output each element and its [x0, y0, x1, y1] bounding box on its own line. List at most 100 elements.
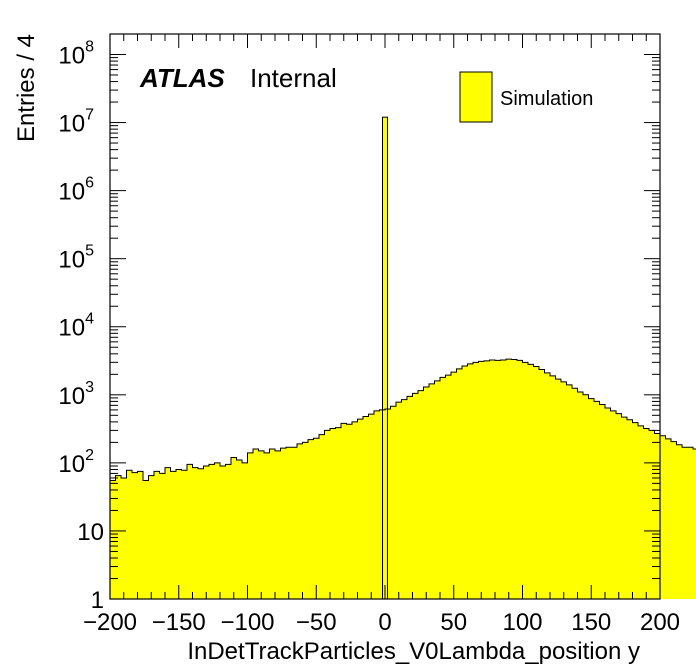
histogram-bin — [539, 369, 545, 599]
histogram-bin — [418, 390, 424, 599]
histogram-bin — [407, 396, 413, 599]
x-tick-label: −200 — [83, 609, 137, 636]
histogram-bin — [121, 477, 127, 599]
histogram-bin — [247, 452, 254, 599]
histogram-bin — [319, 434, 325, 599]
histogram-bin — [148, 475, 155, 599]
histogram-bin — [368, 414, 375, 599]
histogram-bin — [451, 372, 457, 599]
histogram-bin — [588, 398, 595, 599]
histogram-bin — [220, 465, 226, 599]
histogram-bin — [280, 448, 287, 599]
histogram-bin — [561, 381, 567, 599]
histogram-bin — [616, 413, 622, 599]
histogram-bin — [533, 366, 540, 599]
histogram-bin — [231, 457, 237, 599]
x-tick-label: 50 — [440, 609, 467, 636]
histogram-bin — [269, 448, 276, 599]
histogram-bin — [242, 462, 248, 599]
histogram-bin — [357, 419, 364, 599]
histogram-bin — [253, 448, 259, 599]
x-tick-label: −50 — [296, 609, 337, 636]
histogram-bin — [159, 473, 166, 599]
y-tick-label: 1 — [91, 587, 104, 614]
legend-swatch — [459, 71, 493, 123]
histogram-bin — [374, 410, 380, 599]
histogram-bin — [500, 359, 507, 599]
histogram-bin — [528, 364, 534, 599]
histogram-bin — [324, 430, 331, 599]
histogram-bin — [286, 447, 292, 599]
legend-label: Simulation — [500, 88, 593, 110]
histogram-bin — [335, 427, 342, 599]
histogram-bin — [594, 401, 600, 599]
histogram-bin — [665, 438, 672, 599]
histogram-bin — [599, 404, 606, 599]
histogram-bin — [462, 366, 468, 599]
histogram-bin — [676, 444, 683, 599]
x-tick-label: 150 — [571, 609, 611, 636]
histogram-bin — [456, 368, 463, 599]
y-tick-label: 10 — [77, 519, 104, 546]
histogram-bin — [654, 433, 661, 599]
histogram-bin — [214, 462, 221, 599]
x-tick-label: 200 — [640, 609, 680, 636]
histogram-bin — [308, 439, 314, 599]
x-tick-label: −150 — [152, 609, 206, 636]
histogram-bin — [687, 447, 694, 599]
histogram-bin — [143, 480, 149, 599]
histogram-bin — [209, 464, 215, 599]
histogram-bin — [291, 447, 298, 599]
histogram-bin — [583, 394, 589, 599]
histogram-bin — [522, 362, 529, 599]
histogram-outline — [110, 358, 696, 482]
histogram-bin — [572, 388, 578, 599]
histogram-bin — [115, 475, 122, 599]
histogram-bin — [412, 393, 419, 599]
histogram-bin — [225, 464, 232, 599]
histogram-bin — [236, 460, 243, 599]
histogram-bin — [632, 422, 639, 599]
histogram-bin — [627, 419, 633, 599]
histogram-bin — [203, 465, 210, 599]
histogram-bin — [478, 361, 485, 599]
histogram-bin — [649, 430, 655, 599]
atlas-label: ATLAS — [139, 63, 225, 93]
histogram-bin — [555, 379, 562, 599]
histogram-bin — [396, 402, 402, 599]
x-axis-title: InDetTrackParticles_V0Lambda_position y — [187, 638, 640, 665]
histogram-bin — [638, 425, 644, 599]
histogram-bin — [192, 467, 199, 599]
histogram-bin — [605, 408, 611, 599]
histogram-bin — [511, 359, 518, 599]
histogram-bin — [176, 469, 182, 599]
histogram-bin — [671, 441, 677, 599]
histogram-bin — [445, 375, 452, 599]
histogram-bin — [467, 363, 474, 599]
histogram-bin — [660, 435, 666, 599]
histogram-bin — [550, 375, 556, 599]
histogram-bin — [137, 471, 144, 599]
x-tick-label: −100 — [220, 609, 274, 636]
histogram-bin — [643, 428, 650, 599]
histogram-bin — [577, 391, 584, 599]
histogram-bin — [313, 438, 320, 599]
histogram-bin — [187, 464, 193, 599]
y-tick-label: 102 — [58, 447, 94, 478]
y-axis-title: Entries / 4 — [13, 34, 40, 142]
y-tick-label: 106 — [58, 175, 94, 206]
histogram-bin — [495, 360, 501, 599]
histogram-bin — [621, 417, 628, 599]
histogram-bin — [429, 383, 435, 599]
histogram-bin — [473, 362, 479, 599]
histogram-bin — [544, 372, 551, 599]
histogram-bin — [126, 470, 133, 599]
y-tick-labels: 1 10 102 103 104 105 106 107 108 — [58, 38, 104, 614]
histogram-bin — [346, 424, 353, 599]
histogram-bin — [330, 428, 336, 599]
histogram-bin — [258, 450, 265, 599]
histogram-bars-layer — [110, 116, 696, 600]
histogram-bin — [434, 380, 441, 599]
histogram-bin — [517, 360, 523, 599]
x-tick-labels: −200 −150 −100 −50 0 50 100 150 200 — [83, 609, 680, 636]
